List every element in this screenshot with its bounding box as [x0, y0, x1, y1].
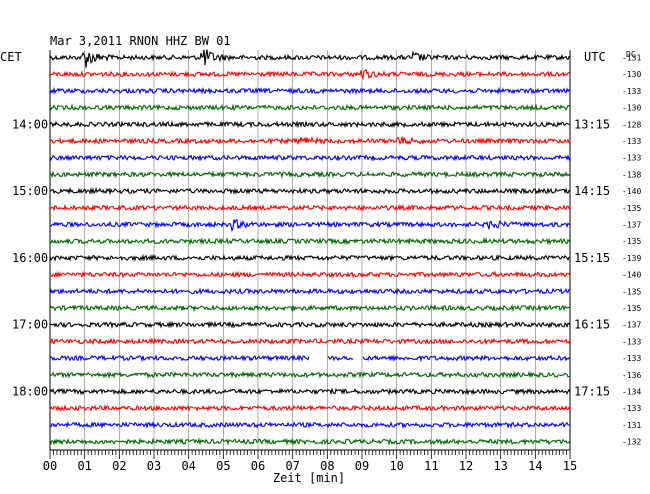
- x-tick-label: 14: [528, 459, 542, 473]
- dc-offset-value: -133: [622, 404, 641, 413]
- x-tick-label: 06: [251, 459, 265, 473]
- dc-offset-value: -138: [622, 170, 641, 179]
- dc-offset-value: -135: [622, 237, 641, 246]
- seismic-trace: [49, 337, 571, 346]
- x-tick-label: 07: [285, 459, 299, 473]
- dc-offset-value: -130: [622, 70, 641, 79]
- dc-offset-header: DC: [626, 50, 636, 59]
- dc-offset-value: -133: [622, 87, 641, 96]
- seismic-trace: [49, 270, 571, 279]
- seismic-trace: [49, 403, 571, 413]
- x-tick-label: 15: [563, 459, 577, 473]
- dc-offset-value: -139: [622, 254, 641, 263]
- left-time-label: 18:00: [12, 385, 48, 399]
- seismic-trace: [49, 186, 571, 196]
- dc-offset-value: -131: [622, 421, 641, 430]
- dc-offset-value: -130: [622, 104, 641, 113]
- left-time-label: 15:00: [12, 184, 48, 198]
- seismic-trace: [50, 218, 571, 233]
- x-tick-label: 09: [355, 459, 369, 473]
- seismic-trace: [49, 370, 571, 380]
- x-tick-label: 01: [77, 459, 91, 473]
- seismic-trace: [49, 49, 571, 68]
- right-time-label: 13:15: [574, 117, 610, 131]
- x-axis: 00 01 02 03 04 05 06 07 08 09 10 11 12 13 14 15: [43, 449, 577, 473]
- left-time-label: 16:00: [12, 251, 48, 265]
- seismic-trace: [49, 320, 571, 329]
- x-tick-label: 12: [459, 459, 473, 473]
- seismic-trace: [49, 203, 571, 213]
- left-time-label: 17:00: [12, 318, 48, 332]
- x-tick-label: 11: [424, 459, 438, 473]
- x-tick-label: 00: [43, 459, 57, 473]
- x-tick-label: 04: [181, 459, 195, 473]
- seismic-trace: [49, 86, 571, 96]
- dc-offset-value: -140: [622, 271, 641, 280]
- right-time-label: 15:15: [574, 251, 610, 265]
- seismic-trace: [49, 236, 571, 246]
- left-time-label: 14:00: [12, 117, 48, 131]
- x-tick-label: 08: [320, 459, 334, 473]
- dc-offset-value: -136: [622, 371, 641, 380]
- seismic-trace: [49, 135, 571, 146]
- seismic-trace: [49, 354, 310, 362]
- x-tick-label: 02: [112, 459, 126, 473]
- dc-offset-value: -137: [622, 321, 641, 330]
- dc-offset-value: -135: [622, 304, 641, 313]
- chart-title: Mar 3,2011 RNON HHZ BW 01: [50, 34, 231, 48]
- dc-offset-value: -135: [622, 287, 641, 296]
- seismic-trace: [49, 103, 571, 112]
- dc-offset-value: -140: [622, 187, 641, 196]
- seismic-trace: [49, 253, 571, 263]
- trace-group: [49, 49, 571, 446]
- row-labels: 14:00 15:00 16:00 17:00 18:00 13:15 14:15 15:15…: [12, 54, 641, 447]
- dc-offset-value: -132: [622, 438, 641, 447]
- dc-offset-value: -135: [622, 204, 641, 213]
- right-time-label: 17:15: [574, 385, 610, 399]
- dc-offset-value: -133: [622, 337, 641, 346]
- seismic-trace: [49, 420, 571, 430]
- dc-offset-value: -133: [622, 154, 641, 163]
- right-timezone-label: UTC: [584, 50, 606, 64]
- dc-offset-value: -134: [622, 388, 641, 397]
- x-tick-label: 13: [493, 459, 507, 473]
- seismic-trace: [49, 119, 571, 129]
- dc-offset-value: -133: [622, 137, 641, 146]
- seismic-trace: [49, 303, 571, 313]
- plot-grid: [49, 50, 571, 450]
- seismic-trace: [327, 355, 354, 362]
- x-tick-label: 10: [389, 459, 403, 473]
- x-tick-label: 05: [216, 459, 230, 473]
- right-time-label: 16:15: [574, 318, 610, 332]
- dc-offset-value: -128: [622, 120, 641, 129]
- seismic-trace: [49, 287, 571, 296]
- x-tick-label: 03: [147, 459, 161, 473]
- left-timezone-label: CET: [0, 50, 22, 64]
- dc-offset-value: -137: [622, 221, 641, 230]
- dc-offset-value: -131: [622, 54, 641, 63]
- seismic-trace: [49, 68, 571, 81]
- seismic-trace: [49, 437, 571, 446]
- right-time-label: 14:15: [574, 184, 610, 198]
- seismic-trace: [49, 170, 571, 179]
- seismic-trace: [49, 153, 571, 162]
- seismic-trace: [362, 354, 571, 363]
- seismic-trace: [49, 387, 571, 396]
- dc-offset-value: -133: [622, 354, 641, 363]
- x-axis-label: Zeit [min]: [273, 471, 345, 485]
